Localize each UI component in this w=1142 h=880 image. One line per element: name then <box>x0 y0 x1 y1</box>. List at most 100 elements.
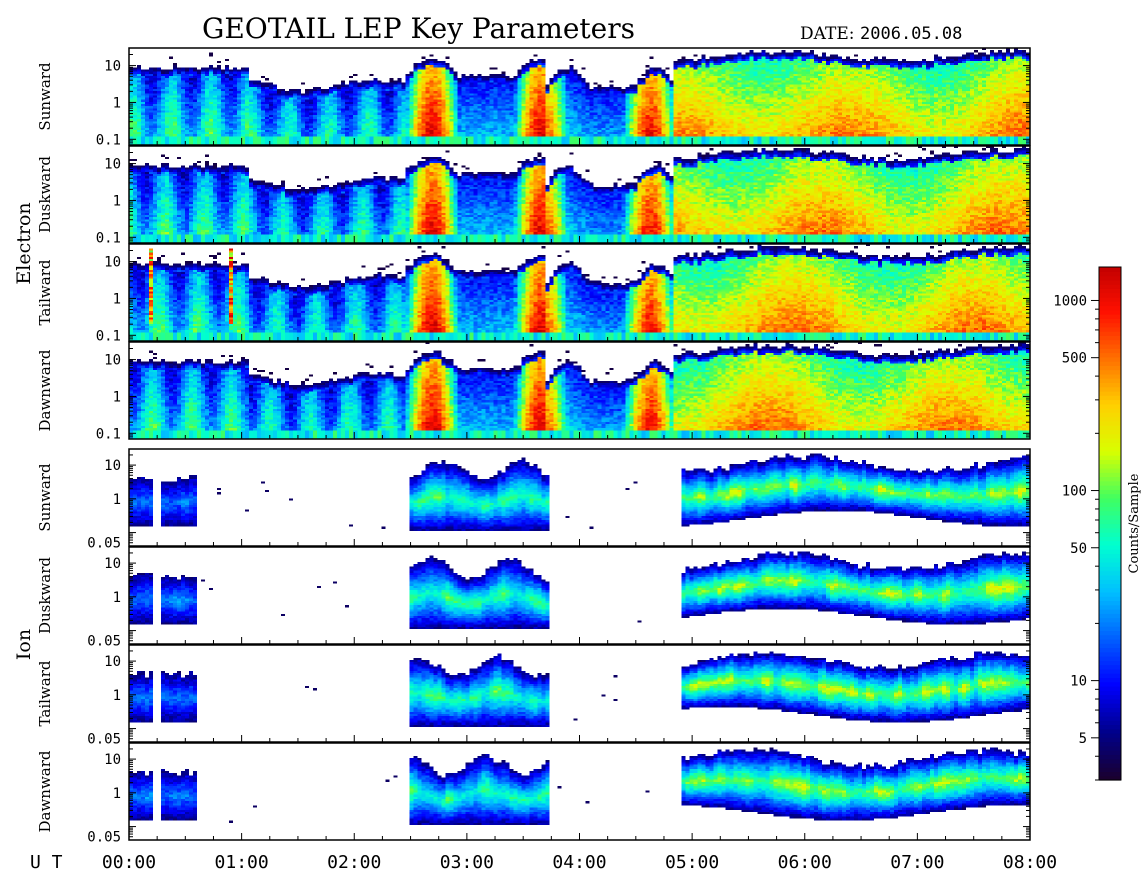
colorbar-cell <box>1099 506 1121 512</box>
panel-label-sunward: Sunward <box>36 463 54 532</box>
y-tick-label: 0.05 <box>87 732 121 748</box>
y-tick-label: 10 <box>104 59 121 75</box>
colorbar-cell <box>1099 626 1121 631</box>
colorbar-cell <box>1099 596 1121 602</box>
colorbar-cell <box>1099 378 1121 384</box>
y-tick-label: 10 <box>104 752 121 768</box>
colorbar-cell <box>1099 647 1121 653</box>
colorbar-cell <box>1099 566 1121 572</box>
panel-electron-sunward-spectrogram <box>129 48 1030 145</box>
x-tick-label: 05:00 <box>665 852 719 873</box>
colorbar-cell <box>1099 557 1121 563</box>
colorbar-cell <box>1099 720 1121 726</box>
y-tick-label: 1 <box>113 291 121 307</box>
colorbar-cell <box>1099 621 1121 627</box>
colorbar-cell <box>1099 502 1121 507</box>
y-tick-label: 0.1 <box>96 328 121 344</box>
colorbar-cell <box>1099 583 1121 589</box>
colorbar-cell <box>1099 399 1121 405</box>
colorbar-cell <box>1099 587 1121 593</box>
colorbar-cell <box>1099 728 1121 734</box>
x-tick-label: 06:00 <box>778 852 832 873</box>
x-tick-label: 08:00 <box>1003 852 1057 873</box>
colorbar-cell <box>1099 664 1121 670</box>
colorbar-tick-label: 100 <box>1062 484 1087 500</box>
y-tick-label: 1 <box>113 193 121 209</box>
colorbar-cell <box>1099 758 1121 764</box>
colorbar-cell <box>1099 711 1121 717</box>
y-tick-label: 1 <box>113 95 121 111</box>
colorbar-cell <box>1099 707 1121 713</box>
colorbar-cell <box>1099 527 1121 533</box>
colorbar-cell <box>1099 480 1121 486</box>
group-label-ion: Ion <box>13 629 35 660</box>
colorbar-cell <box>1099 326 1121 332</box>
panel-ion-tailward-spectrogram <box>129 645 1030 742</box>
panel-ion-dawnward-spectrogram <box>129 743 1030 840</box>
colorbar-cell <box>1099 630 1121 636</box>
colorbar-cell <box>1099 416 1121 422</box>
colorbar-cell <box>1099 694 1121 700</box>
colorbar-cell <box>1099 544 1121 550</box>
colorbar-cell <box>1099 459 1121 465</box>
colorbar-cell <box>1099 553 1121 559</box>
colorbar-tick-label: 500 <box>1062 351 1087 367</box>
y-tick-label: 0.1 <box>96 132 121 148</box>
x-axis: U T 00:00 01:00 02:00 03:00 04:00 05:00 06:00 07… <box>30 138 1057 873</box>
y-axes: 10 1 0.1 Sunward 10 1 0.1 Duskward 10 1 0.1 Tailwar… <box>13 47 1030 846</box>
group-label-electron: Electron <box>13 202 35 284</box>
colorbar-cell <box>1099 275 1121 281</box>
colorbar-cell <box>1099 292 1121 298</box>
colorbar-cell <box>1099 309 1121 315</box>
colorbar-cell <box>1099 561 1121 567</box>
colorbar-cell <box>1099 343 1121 349</box>
panel-label-tailward: Tailward <box>36 259 54 325</box>
colorbar-cell <box>1099 403 1121 409</box>
colorbar-cell <box>1099 677 1121 683</box>
colorbar-cell <box>1099 750 1121 755</box>
colorbar-cell <box>1099 476 1121 482</box>
colorbar-cell <box>1099 450 1121 456</box>
colorbar-tick-label: 50 <box>1070 541 1087 557</box>
colorbar-cell <box>1099 318 1121 324</box>
y-tick-label: 1 <box>113 590 121 606</box>
y-tick-label: 10 <box>104 458 121 474</box>
colorbar-cell <box>1099 301 1121 307</box>
colorbar-cell <box>1099 668 1121 674</box>
colorbar-cell <box>1099 519 1121 525</box>
colorbar-cell <box>1099 703 1121 708</box>
x-tick-label: 03:00 <box>440 852 494 873</box>
y-tick-label: 1 <box>113 786 121 802</box>
panel-ion-sunward-spectrogram <box>129 449 1030 546</box>
colorbar-cell <box>1099 365 1121 371</box>
colorbar-cell <box>1099 493 1121 499</box>
colorbar-cell <box>1099 681 1121 687</box>
y-tick-label: 0.05 <box>87 634 121 650</box>
colorbar: 5 10 50 100 500 1000 Counts/Sample <box>1053 266 1142 781</box>
colorbar-cell <box>1099 314 1121 319</box>
colorbar-cell <box>1099 467 1121 473</box>
date-value: 2006.05.08 <box>860 24 962 44</box>
x-axis-label: U T <box>30 852 63 873</box>
panel-label-sunward: Sunward <box>36 62 54 131</box>
colorbar-cell <box>1099 673 1121 678</box>
colorbar-label: Counts/Sample <box>1127 473 1142 573</box>
y-tick-label: 10 <box>104 556 121 572</box>
colorbar-cell <box>1099 267 1121 272</box>
colorbar-cell <box>1099 425 1121 431</box>
colorbar-cell <box>1099 634 1121 640</box>
y-tick-label: 10 <box>104 654 121 670</box>
colorbar-cell <box>1099 356 1121 362</box>
colorbar-tick-label: 10 <box>1070 674 1087 690</box>
y-tick-label: 0.1 <box>96 426 121 442</box>
colorbar-cell <box>1099 420 1121 426</box>
y-tick-label: 10 <box>104 157 121 173</box>
colorbar-cell <box>1099 617 1121 623</box>
x-tick-label: 02:00 <box>327 852 381 873</box>
colorbar-cell <box>1099 408 1121 413</box>
colorbar-cell <box>1099 348 1121 354</box>
date-label: DATE: <box>800 24 854 44</box>
colorbar-cell <box>1099 579 1121 584</box>
colorbar-cell <box>1099 335 1121 341</box>
